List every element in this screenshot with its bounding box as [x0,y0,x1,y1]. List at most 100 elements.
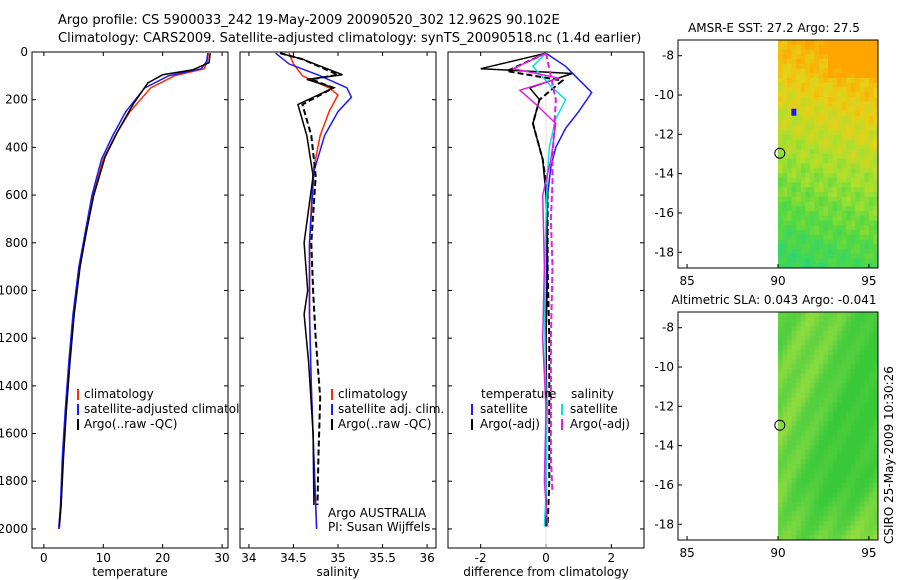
heatmap-cell [873,97,879,103]
heatmap-cell [778,454,783,460]
heatmap-cell [868,82,874,88]
heatmap-cell [814,502,820,508]
heatmap-cell [805,326,811,332]
heatmap-cell [809,335,815,341]
heatmap-cell [859,369,865,375]
heatmap-cell [823,263,829,269]
heatmap-cell [837,225,843,231]
heatmap-cell [846,63,852,69]
heatmap-cell [828,63,833,69]
heatmap-cell [818,49,824,55]
heatmap-cell [841,383,847,389]
heatmap-cell [791,44,797,50]
heatmap-cell [823,445,829,451]
heatmap-cell [868,144,874,150]
heatmap-cell [814,192,820,198]
heatmap-cell [841,54,847,60]
heatmap-cell [787,234,793,240]
heatmap-cell [814,350,820,356]
heatmap-cell [796,258,802,264]
heatmap-cell [809,201,815,207]
heatmap-cell [800,440,806,446]
heatmap-cell [868,168,874,174]
heatmap-cell [791,345,797,351]
heatmap-cell [873,163,879,169]
heatmap-cell [818,63,824,69]
heatmap-cell [814,321,820,327]
heatmap-cell [864,54,870,60]
x-tick-label: 35 [330,551,345,565]
heatmap-cell [818,120,824,126]
heatmap-cell [782,182,788,188]
heatmap-cell [868,154,874,160]
heatmap-cell [823,530,829,536]
heatmap-cell [868,530,874,536]
heatmap-cell [823,354,829,360]
heatmap-cell [823,492,829,498]
heatmap-cell [778,125,783,131]
heatmap-cell [859,492,865,498]
heatmap-cell [855,492,861,498]
heatmap-cell [787,478,793,484]
heatmap-cell [818,206,824,212]
heatmap-cell [809,44,815,50]
heatmap-cell [778,411,783,417]
heatmap-cell [859,454,865,460]
heatmap-cell [841,331,847,337]
heatmap-cell [864,454,870,460]
heatmap-cell [791,135,797,141]
heatmap-cell [791,97,797,103]
heatmap-cell [796,73,802,79]
heatmap-cell [864,201,870,207]
heatmap-cell [823,525,829,531]
heatmap-cell [868,78,874,84]
heatmap-cell [796,182,802,188]
heatmap-cell [805,182,811,188]
heatmap-cell [782,215,788,221]
heatmap-cell [791,173,797,179]
heatmap-cell [846,316,852,322]
heatmap-cell [850,321,856,327]
heatmap-cell [832,40,838,46]
heatmap-cell [809,378,815,384]
heatmap-cell [823,230,829,236]
heatmap-cell [850,350,856,356]
heatmap-cell [809,316,815,322]
heatmap-cell [782,82,788,88]
heatmap-cell [796,44,802,50]
heatmap-cell [805,435,811,441]
heatmap-cell [832,201,838,207]
heatmap-cell [850,326,856,332]
heatmap-cell [828,44,833,50]
heatmap-cell [814,101,820,107]
heatmap-cell [818,78,824,84]
heatmap-cell [778,316,783,322]
heatmap-cell [837,364,843,370]
heatmap-cell [800,125,806,131]
heatmap-cell [782,440,788,446]
heatmap-cell [782,459,788,465]
heatmap-cell [837,468,843,474]
heatmap-cell [832,350,838,356]
heatmap-cell [823,73,829,79]
heatmap-cell [782,449,788,455]
heatmap-cell [868,68,874,74]
heatmap-cell [787,206,793,212]
heatmap-cell [782,487,788,493]
heatmap-cell [868,359,874,365]
heatmap-cell [787,125,793,131]
heatmap-cell [846,139,852,145]
heatmap-cell [855,63,861,69]
heatmap-cell [832,345,838,351]
heatmap-cell [791,321,797,327]
heatmap-cell [800,230,806,236]
heatmap-cell [828,468,833,474]
heatmap-cell [832,521,838,527]
heatmap-cell [832,506,838,512]
heatmap-cell [855,182,861,188]
heatmap-cell [791,416,797,422]
heatmap-cell [782,464,788,470]
heatmap-cell [855,331,861,337]
heatmap-cell [791,340,797,346]
